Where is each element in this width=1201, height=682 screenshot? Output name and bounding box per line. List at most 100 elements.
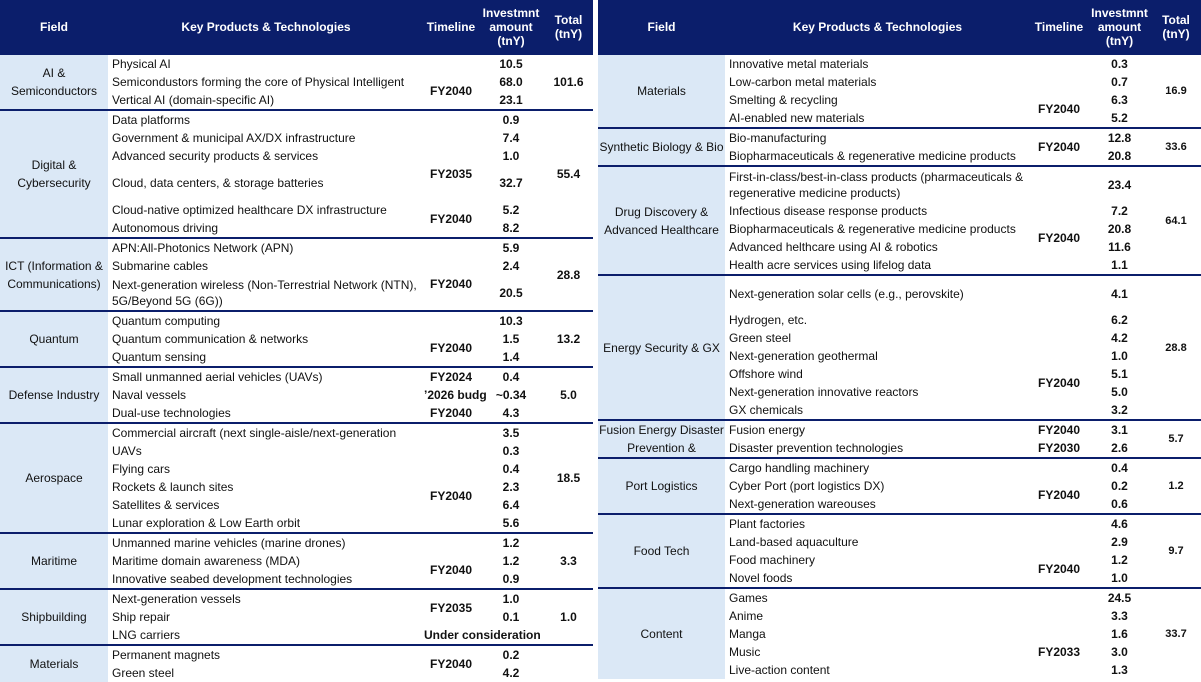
- product-cell: Lunar exploration & Low Earth orbit: [112, 516, 301, 530]
- amount-cell: 5.9: [478, 237, 544, 257]
- product-cell: Plant factories: [725, 513, 1030, 533]
- table-row: Government & municipal AX/DX infrastruct…: [0, 129, 593, 147]
- table-row: Flying cars FY2040 0.4: [0, 460, 593, 503]
- timeline-cell: FY2040: [1030, 127, 1088, 166]
- table-row: Lunar exploration & Low Earth orbit 5.6: [0, 514, 593, 533]
- timeline-cell: FY2040: [429, 212, 473, 226]
- product-cell: Hydrogen, etc.: [729, 313, 808, 327]
- product-cell: Quantum computing: [108, 310, 424, 330]
- table-row: Next-generation wireless (Non-Terrestria…: [0, 275, 593, 311]
- amount-cell: 23.4: [1088, 165, 1151, 202]
- product-cell: Smelting & recycling: [729, 93, 838, 107]
- total-cell: 5.0: [544, 366, 593, 423]
- product-cell: Unmanned marine vehicles (marine drones): [108, 532, 424, 552]
- table-row: AI & Semiconductors Physical AI 10.5 101.6: [0, 53, 593, 110]
- amount-cell: 4.1: [1088, 274, 1151, 311]
- total-cell: 101.6: [544, 53, 593, 110]
- total-cell: 5.7: [1151, 419, 1201, 458]
- product-cell: Satellites & services: [112, 498, 220, 512]
- total-cell: 16.9: [1151, 53, 1201, 128]
- amount-cell: 8.2: [502, 221, 520, 235]
- table-row: Cloud, data centers, & storage batteries…: [0, 165, 593, 201]
- product-cell: Innovative metal materials: [725, 53, 1030, 73]
- timeline-cell: [424, 53, 478, 73]
- product-cell: Innovative seabed development technologi…: [112, 572, 353, 586]
- timeline-cell: [1030, 587, 1088, 625]
- right-table-panel: Field Key Products & Technologies Timeli…: [598, 0, 1201, 679]
- amount-cell: 10.5: [478, 53, 544, 73]
- header-total: Total (tnY): [1151, 0, 1201, 54]
- table-row: Shipbuilding Next-generation vessels FY203…: [0, 588, 593, 645]
- header-amount: Investmnt amount (tnY): [1088, 0, 1151, 54]
- table-row: Biopharmaceuticals & regenerative medici…: [598, 220, 1201, 238]
- amount-cell: 68.0: [499, 75, 523, 89]
- table-row: Defense Industry Small unmanned aerial ve…: [0, 366, 593, 423]
- amount-cell: 3.5: [478, 422, 544, 442]
- amount-cell: 0.4: [502, 462, 520, 476]
- product-cell: LNG carriers: [112, 628, 181, 642]
- product-cell: Health acre services using lifelog data: [729, 258, 932, 272]
- amount-cell: 2.4: [502, 259, 520, 273]
- amount-cell: 7.4: [502, 131, 520, 145]
- table-body-left: AI & Semiconductors Physical AI 10.5 101.6 S…: [0, 53, 593, 682]
- amount-cell: 0.9: [502, 572, 520, 586]
- timeline-cell: FY2040: [429, 563, 473, 577]
- table-row: Maritime domain awareness (MDA) FY2040 1.2: [0, 552, 593, 577]
- timeline-cell: [424, 237, 478, 257]
- table-row: Cloud-native optimized healthcare DX inf…: [0, 201, 593, 226]
- amount-cell: 3.1: [1088, 419, 1151, 439]
- timeline-cell: [1030, 165, 1088, 202]
- table-row: Ship repair 0.1: [0, 608, 593, 626]
- amount-cell: 12.8: [1088, 127, 1151, 147]
- amount-cell: 4.3: [502, 406, 520, 420]
- table-row: LNG carriers Under consideration: [0, 626, 593, 645]
- product-cell: UAVs: [112, 444, 142, 458]
- product-cell: Ship repair: [112, 610, 171, 624]
- table-row: Anime 3.3: [598, 607, 1201, 625]
- timeline-cell: FY2040: [429, 489, 473, 503]
- table-row: Offshore wind 5.1: [598, 365, 1201, 383]
- table-row: Digital & Cybersecurity Data platforms 0.9…: [0, 109, 593, 238]
- amount-cell: 3.2: [1111, 403, 1128, 417]
- table-row: Submarine cables FY2040 2.4: [0, 257, 593, 291]
- table-row: Biopharmaceuticals & regenerative medici…: [598, 147, 1201, 166]
- product-cell: Flying cars: [112, 462, 171, 476]
- amount-cell: 4.6: [1088, 513, 1151, 533]
- amount-cell: 20.8: [1107, 149, 1132, 163]
- timeline-cell: [1030, 53, 1088, 91]
- product-cell: Advanced helthcare using AI & robotics: [729, 240, 938, 254]
- amount-cell: 3.3: [1111, 609, 1128, 623]
- table-row: Maritime Unmanned marine vehicles (marine…: [0, 532, 593, 589]
- field-cell: Drug Discovery & Advanced Healthcare: [598, 165, 725, 275]
- total-cell: 1.0: [544, 588, 593, 645]
- timeline-cell: FY2040: [429, 406, 473, 420]
- amount-cell: 20.5: [499, 285, 523, 300]
- product-cell: Permanent magnets: [108, 644, 424, 664]
- left-table-panel: Field Key Products & Technologies Timeli…: [0, 0, 593, 682]
- product-cell: Novel foods: [729, 571, 793, 585]
- amount-cell: 1.2: [1111, 553, 1128, 567]
- field-cell: Fusion Energy Disaster Prevention &: [598, 419, 725, 458]
- amount-cell: 0.3: [502, 444, 520, 458]
- product-cell: Government & municipal AX/DX infrastruct…: [112, 131, 356, 145]
- table-row: Green steel 4.2: [598, 329, 1201, 347]
- timeline-cell: FY2040: [429, 341, 473, 355]
- field-cell: Materials: [0, 644, 108, 682]
- product-cell: Vertical AI (domain-specific AI): [112, 93, 275, 107]
- table-row: GX chemicals 3.2: [598, 401, 1201, 420]
- product-cell: Cloud, data centers, & storage batteries: [112, 176, 324, 190]
- amount-cell: 20.8: [1107, 222, 1132, 236]
- amount-cell: 5.0: [1111, 385, 1128, 399]
- product-cell: Quantum sensing: [112, 350, 207, 364]
- total-cell: 18.5: [544, 422, 593, 533]
- amount-cell: 4.2: [502, 666, 520, 680]
- header-field: Field: [0, 0, 108, 54]
- total-cell: 9.7: [1151, 513, 1201, 588]
- table-row: Music 3.0: [598, 643, 1201, 661]
- timeline-cell: FY2040: [429, 276, 473, 291]
- product-cell: Commercial aircraft (next single-aisle/n…: [108, 422, 424, 442]
- header-amount: Investmnt amount (tnY): [478, 0, 544, 54]
- amount-cell: 5.2: [1111, 111, 1128, 125]
- table-row: Energy Security & GX Next-generation sola…: [598, 274, 1201, 420]
- amount-cell: 32.7: [499, 176, 523, 190]
